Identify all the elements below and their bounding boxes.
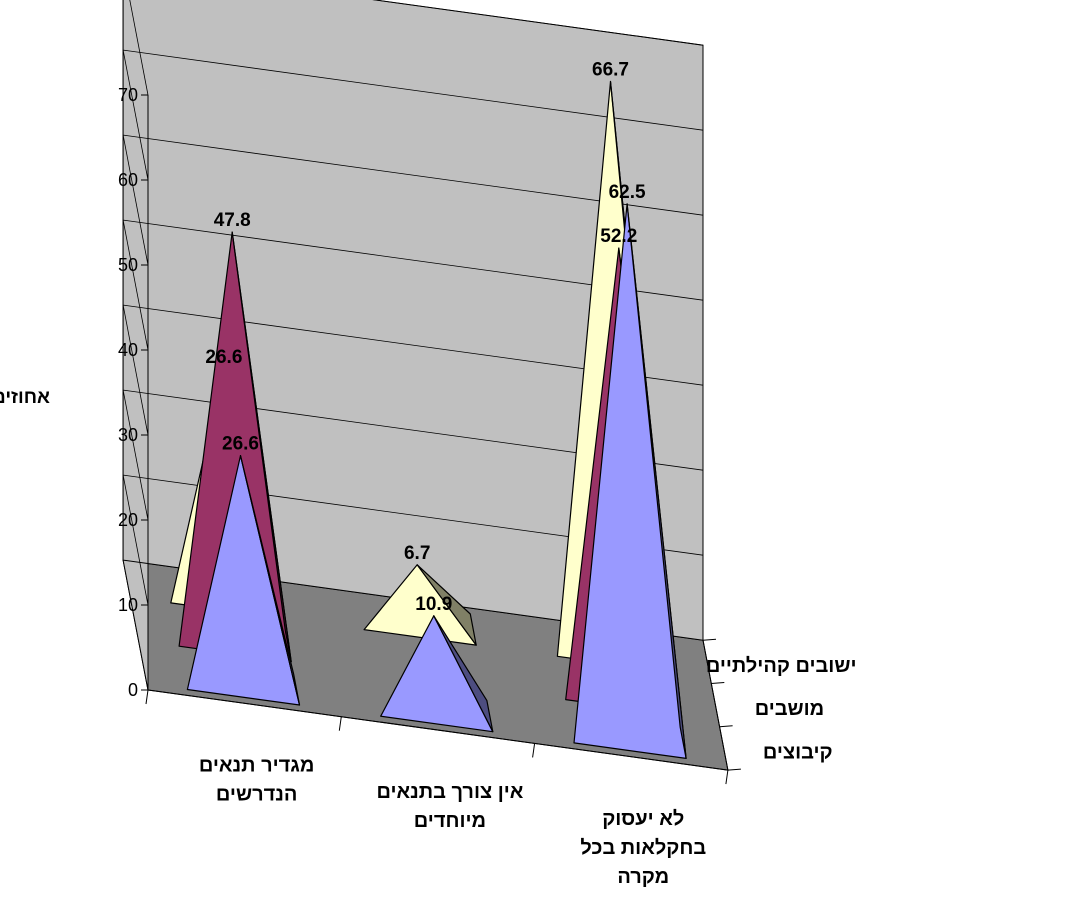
data-label: 26.6 [205,347,242,368]
x-tick-mark [532,743,536,758]
data-label: 10.9 [415,594,452,615]
data-label: 6.7 [404,543,430,564]
category-label: מגדיר תנאים הנדרשים [199,754,315,805]
gridline [122,219,704,351]
gridline [122,134,704,266]
y-tick-label: 20 [118,510,138,530]
category-label-line: לא יעסוק [602,808,684,830]
x-tick-mark [725,770,729,785]
gridline [122,304,704,436]
y-tick-label: 60 [118,170,138,190]
category-label-line: מקרה [617,866,669,888]
pyramid-side-face [433,615,494,733]
pyramid-side-face [626,203,687,760]
data-label: 62.5 [609,182,646,203]
x-axis-line [147,689,728,771]
gridline [122,49,704,181]
y-tick-label: 30 [118,425,138,445]
y-tick-label: 70 [118,85,138,105]
category-label-line: מגדיר תנאים [199,754,315,776]
category-label-line: אין צורך בתנאים [376,781,523,803]
category-label-line: הנדרשים [216,783,297,805]
y-tick-label: 50 [118,255,138,275]
y-tick-label: 0 [128,680,138,700]
gridline [122,389,704,521]
y-tick-label: 40 [118,340,138,360]
data-label: 47.8 [214,210,251,231]
y-tick-label: 10 [118,595,138,615]
data-label: 26.6 [222,434,259,455]
x-tick-mark [145,689,149,705]
data-label: 52.2 [600,226,637,247]
pyramid-side-face [416,564,477,646]
series-label: קיבוצים [763,741,833,763]
category-label-line: בחקלאות בכל [580,837,706,859]
x-tick-mark [338,716,342,731]
z-tick-mark [711,682,725,684]
series-label: ישובים קהילתיים [706,655,857,677]
gridline [122,474,704,606]
pyramid-side-face [231,231,292,663]
category-label: אין צורך בתנאים מיוחדים [376,781,523,832]
z-tick-mark [702,638,717,641]
data-label: 66.7 [592,60,629,81]
category-label-line: מיוחדים [414,810,486,832]
category-label: לא יעסוק בחקלאות בכל מקרה [580,808,706,888]
y-axis-title: אחוזים [0,387,50,408]
z-tick-mark [727,768,741,771]
gridline [129,0,704,96]
series-label: מושבים [755,698,825,720]
z-axis-line [702,640,729,771]
z-tick-mark [719,725,733,728]
pyramid-side-face [239,455,301,706]
